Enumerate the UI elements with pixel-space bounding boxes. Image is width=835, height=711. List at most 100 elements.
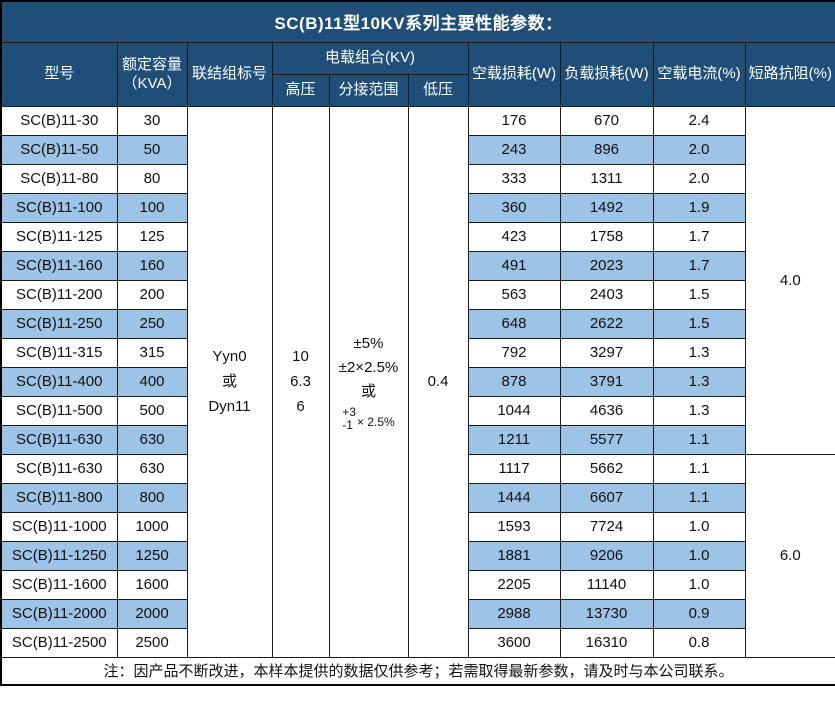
no-load-loss-cell: 3600 <box>467 627 561 658</box>
load-loss-cell: 670 <box>559 105 654 136</box>
no-load-current-cell: 0.8 <box>652 627 746 658</box>
page-title: SC(B)11型10KV系列主要性能参数： <box>0 0 835 43</box>
no-load-current-cell: 2.4 <box>652 105 746 136</box>
no-load-current-cell: 1.0 <box>652 511 746 542</box>
kva-cell: 2000 <box>116 598 188 629</box>
table-row: SC(B)11-400 400 878 3791 1.3 <box>0 366 835 397</box>
table-row: SC(B)11-250 250 648 2622 1.5 <box>0 308 835 339</box>
no-load-current-cell: 1.1 <box>652 482 746 513</box>
load-loss-cell: 16310 <box>559 627 654 658</box>
column-header-voltage-combo: 电载组合(KV) <box>271 41 469 75</box>
no-load-current-cell: 1.5 <box>652 308 746 339</box>
kva-cell: 800 <box>116 482 188 513</box>
column-header-capacity-line1: 额定容量 <box>121 55 182 73</box>
impedance-cell: 6.0 <box>744 453 835 658</box>
no-load-current-cell: 1.3 <box>652 395 746 426</box>
model-cell: SC(B)11-2500 <box>0 627 118 658</box>
title-row: SC(B)11型10KV系列主要性能参数： <box>0 0 835 43</box>
tap-range-fraction: +3 -1 × 2.5% <box>342 404 395 432</box>
kva-cell: 125 <box>116 221 188 252</box>
table-row: SC(B)11-630 630 1211 5577 1.1 <box>0 424 835 455</box>
performance-table: SC(B)11型10KV系列主要性能参数： 型号 额定容量 （KVA） 联结组标… <box>0 0 835 686</box>
no-load-loss-cell: 2988 <box>467 598 561 629</box>
no-load-loss-cell: 1444 <box>467 482 561 513</box>
no-load-loss-cell: 1044 <box>467 395 561 426</box>
tap-range-line: 或 <box>360 382 376 400</box>
model-cell: SC(B)11-80 <box>0 163 118 194</box>
column-header-no-load-current: 空载电流(%) <box>652 41 746 107</box>
kva-cell: 315 <box>116 337 188 368</box>
hv-cell: 10 6.3 6 <box>271 105 330 658</box>
no-load-current-cell: 1.5 <box>652 279 746 310</box>
no-load-current-cell: 0.9 <box>652 598 746 629</box>
model-cell: SC(B)11-1000 <box>0 511 118 542</box>
no-load-loss-cell: 333 <box>467 163 561 194</box>
table-row: SC(B)11-500 500 1044 4636 1.3 <box>0 395 835 426</box>
column-header-capacity: 额定容量 （KVA） <box>116 41 188 107</box>
header-row-1: 型号 额定容量 （KVA） 联结组标号 电载组合(KV) 空载损耗(W) 负载损… <box>0 41 835 107</box>
no-load-current-cell: 1.7 <box>652 250 746 281</box>
no-load-loss-cell: 648 <box>467 308 561 339</box>
vector-group-line: Dyn11 <box>208 398 251 415</box>
no-load-loss-cell: 360 <box>467 192 561 223</box>
table-row: SC(B)11-125 125 423 1758 1.7 <box>0 221 835 252</box>
model-cell: SC(B)11-630 <box>0 424 118 455</box>
no-load-loss-cell: 243 <box>467 134 561 165</box>
column-header-vector-group: 联结组标号 <box>186 41 273 107</box>
kva-cell: 630 <box>116 453 188 484</box>
no-load-current-cell: 2.0 <box>652 134 746 165</box>
table-row: SC(B)11-1250 1250 1881 9206 1.0 <box>0 540 835 571</box>
no-load-current-cell: 1.7 <box>652 221 746 252</box>
model-cell: SC(B)11-500 <box>0 395 118 426</box>
vector-group-line: 或 <box>221 373 237 390</box>
load-loss-cell: 4636 <box>559 395 654 426</box>
load-loss-cell: 5577 <box>559 424 654 455</box>
table-row: SC(B)11-80 80 333 1311 2.0 <box>0 163 835 194</box>
table-row: SC(B)11-160 160 491 2023 1.7 <box>0 250 835 281</box>
no-load-current-cell: 1.0 <box>652 540 746 571</box>
kva-cell: 1600 <box>116 569 188 600</box>
kva-cell: 100 <box>116 192 188 223</box>
load-loss-cell: 896 <box>559 134 654 165</box>
table-body: SC(B)11-30 30 Yyn0 或 Dyn11 10 6.3 6 ±5% ±2×2.5% 或 +… <box>0 105 835 658</box>
kva-cell: 1250 <box>116 540 188 571</box>
load-loss-cell: 3791 <box>559 366 654 397</box>
table-row: SC(B)11-630 630 1117 5662 1.1 6.0 <box>0 453 835 658</box>
kva-cell: 200 <box>116 279 188 310</box>
impedance-cell: 4.0 <box>744 105 835 455</box>
load-loss-cell: 13730 <box>559 598 654 629</box>
tap-range-cell: ±5% ±2×2.5% 或 +3 -1 × 2.5% <box>328 105 409 658</box>
no-load-loss-cell: 1593 <box>467 511 561 542</box>
footer-note: 注：因产品不断改进，本样本提供的数据仅供参考；若需取得最新参数，请及时与本公司联… <box>0 656 835 686</box>
no-load-loss-cell: 491 <box>467 250 561 281</box>
table-row: SC(B)11-2500 2500 3600 16310 0.8 <box>0 627 835 658</box>
lv-cell: 0.4 <box>407 105 469 658</box>
table-row: SC(B)11-100 100 360 1492 1.9 <box>0 192 835 223</box>
table-row: SC(B)11-2000 2000 2988 13730 0.9 <box>0 598 835 629</box>
load-loss-cell: 3297 <box>559 337 654 368</box>
hv-line: 10 <box>292 348 309 365</box>
no-load-loss-cell: 1881 <box>467 540 561 571</box>
kva-cell: 400 <box>116 366 188 397</box>
column-header-tap-range: 分接范围 <box>328 73 409 107</box>
no-load-current-cell: 1.0 <box>652 569 746 600</box>
load-loss-cell: 9206 <box>559 540 654 571</box>
model-cell: SC(B)11-315 <box>0 337 118 368</box>
model-cell: SC(B)11-200 <box>0 279 118 310</box>
table-row: SC(B)11-1600 1600 2205 11140 1.0 <box>0 569 835 600</box>
no-load-current-cell: 1.9 <box>652 192 746 223</box>
no-load-loss-cell: 423 <box>467 221 561 252</box>
model-cell: SC(B)11-1600 <box>0 569 118 600</box>
kva-cell: 630 <box>116 424 188 455</box>
table-row: SC(B)11-200 200 563 2403 1.5 <box>0 279 835 310</box>
load-loss-cell: 11140 <box>559 569 654 600</box>
kva-cell: 250 <box>116 308 188 339</box>
no-load-current-cell: 1.3 <box>652 337 746 368</box>
kva-cell: 2500 <box>116 627 188 658</box>
hv-line: 6.3 <box>290 373 311 390</box>
table-row: SC(B)11-50 50 243 896 2.0 <box>0 134 835 165</box>
load-loss-cell: 2023 <box>559 250 654 281</box>
no-load-loss-cell: 176 <box>467 105 561 136</box>
no-load-current-cell: 1.1 <box>652 424 746 455</box>
model-cell: SC(B)11-50 <box>0 134 118 165</box>
